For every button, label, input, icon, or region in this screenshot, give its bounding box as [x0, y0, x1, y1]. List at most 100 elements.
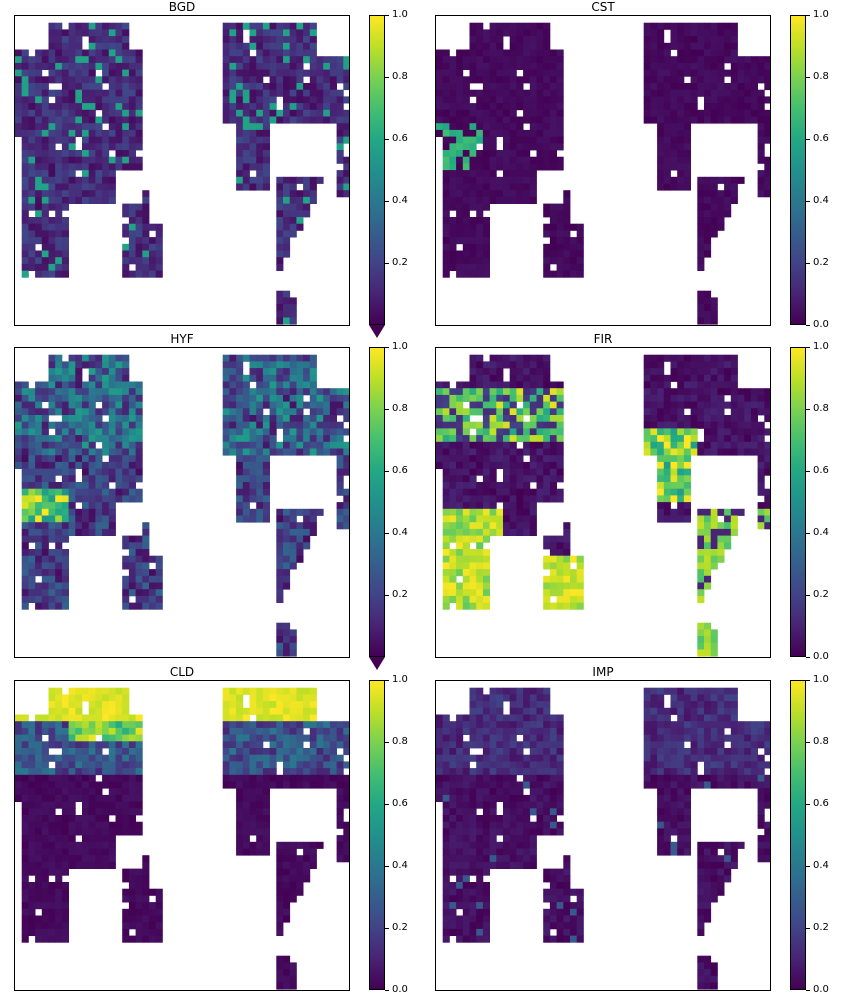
heatmap-cell [462, 96, 470, 104]
heatmap-cell [523, 394, 531, 402]
heatmap-cell [55, 183, 63, 191]
heatmap-cell [343, 129, 349, 137]
heatmap-cell [68, 727, 76, 735]
heatmap-cell [128, 441, 136, 449]
heatmap-cell [102, 129, 110, 137]
heatmap-cell [55, 123, 63, 131]
heatmap-cell [135, 217, 143, 225]
heatmap-cell [462, 49, 470, 57]
heatmap-cell [556, 555, 564, 563]
heatmap-cell [496, 76, 504, 84]
heatmap-cell [28, 441, 36, 449]
heatmap-cell [75, 774, 83, 782]
heatmap-cell [336, 788, 344, 796]
heatmap-cell [122, 210, 130, 218]
heatmap-cell [21, 841, 29, 849]
heatmap-cell [41, 495, 49, 503]
heatmap-cell [82, 841, 90, 849]
heatmap-cell [670, 401, 678, 409]
heatmap-cell [677, 482, 685, 490]
heatmap-cell [88, 415, 96, 423]
heatmap-cell [750, 96, 758, 104]
heatmap-cell [108, 156, 116, 164]
heatmap-cell [529, 508, 537, 516]
heatmap-cell [48, 123, 56, 131]
heatmap-cell [149, 589, 157, 597]
heatmap-cell [296, 361, 304, 369]
heatmap-cell [229, 29, 237, 37]
heatmap-cell [309, 76, 317, 84]
heatmap-cell [276, 22, 284, 30]
heatmap-cell [449, 448, 457, 456]
heatmap-cell [482, 49, 490, 57]
heatmap-cell [750, 109, 758, 117]
heatmap-cell [256, 475, 264, 483]
heatmap-cell [15, 415, 23, 423]
heatmap-cell [329, 401, 337, 409]
heatmap-cell [128, 788, 136, 796]
heatmap-cell [95, 714, 103, 722]
heatmap-cell [82, 116, 90, 124]
heatmap-cell [303, 428, 311, 436]
heatmap-cell [549, 435, 557, 443]
heatmap-cell [509, 488, 517, 496]
heatmap-cell [88, 109, 96, 117]
heatmap-cell [303, 441, 311, 449]
heatmap-cell [449, 535, 457, 543]
heatmap-cell [309, 354, 317, 362]
heatmap-cell [343, 455, 349, 463]
heatmap-cell [48, 408, 56, 416]
heatmap-cell [41, 714, 49, 722]
heatmap-cell [128, 156, 136, 164]
heatmap-cell [489, 528, 497, 536]
heatmap-cell [744, 103, 752, 111]
heatmap-cell [68, 515, 76, 523]
heatmap-cell [543, 415, 551, 423]
heatmap-cell [283, 962, 291, 970]
heatmap-cell [462, 575, 470, 583]
heatmap-cell [442, 415, 450, 423]
heatmap-cell [135, 575, 143, 583]
heatmap-cell [489, 368, 497, 376]
heatmap-cell [442, 190, 450, 198]
heatmap-cell [710, 428, 718, 436]
heatmap-cell [41, 562, 49, 570]
heatmap-cell [61, 555, 69, 563]
heatmap-cell [15, 116, 23, 124]
heatmap-cell [663, 495, 671, 503]
heatmap-cell [75, 428, 83, 436]
heatmap-cell [710, 629, 718, 637]
heatmap-cell [462, 230, 470, 238]
heatmap-cell [21, 582, 29, 590]
heatmap-cell [289, 36, 297, 44]
heatmap-cell [41, 136, 49, 144]
heatmap-cell [262, 435, 270, 443]
heatmap-cell [690, 441, 698, 449]
heatmap-cell [75, 721, 83, 729]
heatmap-cell [496, 42, 504, 50]
heatmap-cell [536, 143, 544, 151]
heatmap-cell [41, 170, 49, 178]
heatmap-cell [122, 129, 130, 137]
heatmap-cell [549, 488, 557, 496]
heatmap-cell [256, 495, 264, 503]
heatmap-cell [536, 62, 544, 70]
heatmap-cell [68, 89, 76, 97]
heatmap-cell [41, 223, 49, 231]
heatmap-cell [456, 582, 464, 590]
heatmap-cell [489, 109, 497, 117]
heatmap-cell [469, 176, 477, 184]
heatmap-cell [41, 89, 49, 97]
heatmap-cell [449, 230, 457, 238]
heatmap-cell [717, 49, 725, 57]
heatmap-cell [489, 196, 497, 204]
heatmap-cell [61, 502, 69, 510]
heatmap-cell [55, 488, 63, 496]
heatmap-cell [516, 488, 524, 496]
heatmap-cell [142, 908, 150, 916]
heatmap-cell [469, 22, 477, 30]
heatmap-cell [142, 569, 150, 577]
heatmap-cell [549, 602, 557, 610]
heatmap-cell [41, 754, 49, 762]
heatmap-cell [135, 455, 143, 463]
